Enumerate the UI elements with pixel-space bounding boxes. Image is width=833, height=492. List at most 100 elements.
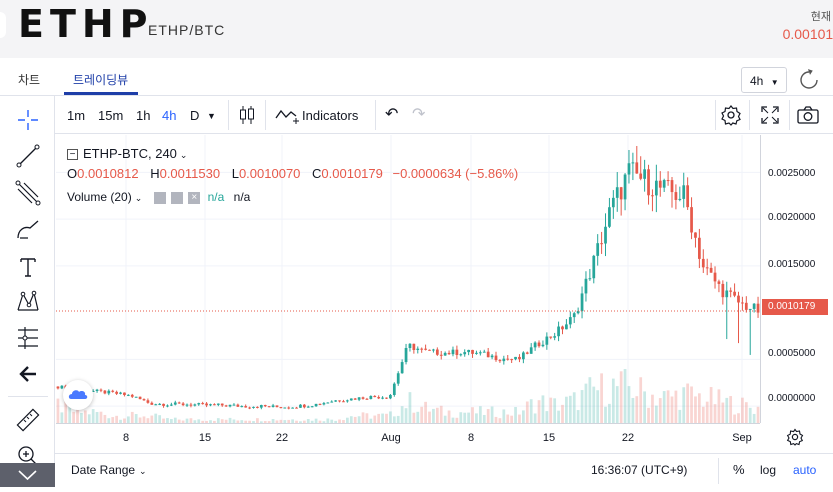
price-chart[interactable] [56, 135, 760, 423]
chart-toolbar: 1m 15m 1h 4h D ▼ Indicators ↶ ↷ [55, 96, 833, 134]
prediction-tool-icon[interactable] [14, 324, 42, 352]
volume-bar [295, 420, 298, 423]
undo-icon[interactable]: ↶ [385, 106, 399, 123]
volume-title: Volume (20) [67, 190, 132, 204]
volume-bar [389, 411, 392, 423]
pattern-tool-icon[interactable] [14, 288, 42, 316]
candle-style-icon[interactable] [239, 105, 255, 125]
volume-bar [134, 414, 138, 423]
candle-body [506, 358, 510, 360]
candlestick-chart[interactable] [56, 135, 760, 423]
interval-15m[interactable]: 15m [98, 108, 124, 123]
indicators-icon[interactable] [275, 106, 299, 126]
candle-body [588, 278, 592, 280]
tab-tradingview[interactable]: 트레이딩뷰 [73, 73, 129, 87]
reset-icon [800, 69, 818, 89]
volume-bar [310, 420, 314, 423]
candle-body [611, 197, 615, 208]
text-tool-icon[interactable] [14, 253, 42, 281]
candle-body [338, 400, 341, 402]
settings-gear-icon[interactable] [720, 104, 742, 126]
candle-body [619, 187, 623, 200]
volume-bar [698, 393, 701, 423]
interval-select[interactable]: 4h ▼ [741, 67, 787, 93]
volume-bar [533, 413, 537, 423]
open-label: O [67, 166, 78, 181]
crosshair-icon[interactable] [14, 106, 42, 134]
candle-body [389, 394, 392, 399]
axis-settings-gear-icon[interactable] [786, 428, 804, 446]
collapse-legend-icon[interactable]: − [67, 149, 78, 161]
camera-icon[interactable] [796, 105, 820, 125]
change-value: −0.0000634 (−5.86%) [392, 166, 519, 181]
tools-scroll-down-button[interactable] [0, 463, 55, 487]
candle-body [631, 162, 635, 164]
volume-bar [748, 407, 752, 423]
volume-legend[interactable]: Volume (20) ⌄ × n/a n/a [67, 190, 250, 204]
chevron-down-icon[interactable]: ⌄ [134, 193, 143, 203]
chevron-down-icon[interactable]: ⌄ [179, 150, 188, 160]
volume-bar [623, 369, 627, 423]
candle-body [678, 198, 682, 200]
candle-body [60, 385, 64, 389]
volume-bar [752, 413, 756, 423]
volume-bar [478, 406, 482, 423]
tradingview-logo-icon[interactable] [63, 380, 93, 410]
candle-body [346, 400, 349, 402]
settings-small-icon[interactable] [170, 191, 183, 204]
candle-body [256, 406, 259, 408]
auto-scale-toggle[interactable]: auto [793, 463, 817, 477]
volume-bar [475, 413, 478, 423]
back-arrow-icon[interactable] [14, 360, 42, 388]
candle-body [209, 404, 212, 406]
candle-body [138, 396, 142, 400]
symbol-legend[interactable]: − ETHP-BTC, 240 ⌄ [67, 146, 187, 161]
volume-bar [611, 378, 615, 423]
candle-body [432, 349, 435, 351]
price-axis[interactable]: 0.0025000 0.0020000 0.0015000 0.0005000 … [760, 135, 833, 423]
indicators-button[interactable]: Indicators [302, 108, 359, 123]
interval-more-chevron-icon[interactable]: ▼ [207, 111, 216, 121]
remove-icon[interactable]: × [188, 191, 201, 204]
clock-timezone[interactable]: 16:36:07 (UTC+9) [591, 463, 688, 477]
active-tab-indicator [64, 92, 138, 95]
fullscreen-icon[interactable] [760, 105, 780, 125]
reset-button[interactable] [797, 68, 821, 92]
candle-body [326, 402, 330, 404]
volume-bar [263, 421, 267, 423]
volume-bar [670, 396, 674, 423]
interval-1m[interactable]: 1m [67, 108, 86, 123]
candle-body [146, 400, 150, 403]
brush-icon[interactable] [14, 216, 42, 244]
candle-body [608, 207, 611, 227]
log-scale-toggle[interactable]: log [760, 463, 777, 477]
candle-body [302, 404, 306, 408]
redo-icon[interactable]: ↷ [412, 106, 426, 123]
fib-retracement-icon[interactable] [14, 179, 42, 207]
volume-bar [557, 410, 560, 423]
candle-body [451, 349, 455, 355]
percent-scale-toggle[interactable]: % [733, 462, 745, 477]
volume-bar [197, 419, 201, 423]
volume-bar [400, 406, 404, 423]
candle-body [115, 391, 118, 394]
trend-line-icon[interactable] [14, 142, 42, 170]
low-value: 0.0010070 [238, 166, 301, 181]
candle-body [330, 401, 334, 403]
ruler-icon[interactable] [14, 406, 42, 434]
volume-bar [701, 406, 705, 423]
candle-body [459, 354, 463, 356]
candle-body [177, 402, 181, 404]
interval-d[interactable]: D [190, 108, 200, 123]
interval-4h[interactable]: 4h [162, 108, 177, 123]
date-range-button[interactable]: Date Range ⌄ [71, 463, 147, 477]
volume-bar [64, 399, 68, 423]
volume-bar [115, 415, 118, 423]
volume-bar [737, 413, 740, 423]
eye-icon[interactable] [153, 191, 166, 204]
volume-bar [486, 409, 490, 423]
interval-1h[interactable]: 1h [136, 108, 151, 123]
zoom-in-icon[interactable] [14, 442, 42, 470]
tab-chart[interactable]: 차트 [18, 73, 41, 87]
time-axis[interactable]: 8 15 22 Aug 8 15 22 Sep [56, 423, 760, 453]
